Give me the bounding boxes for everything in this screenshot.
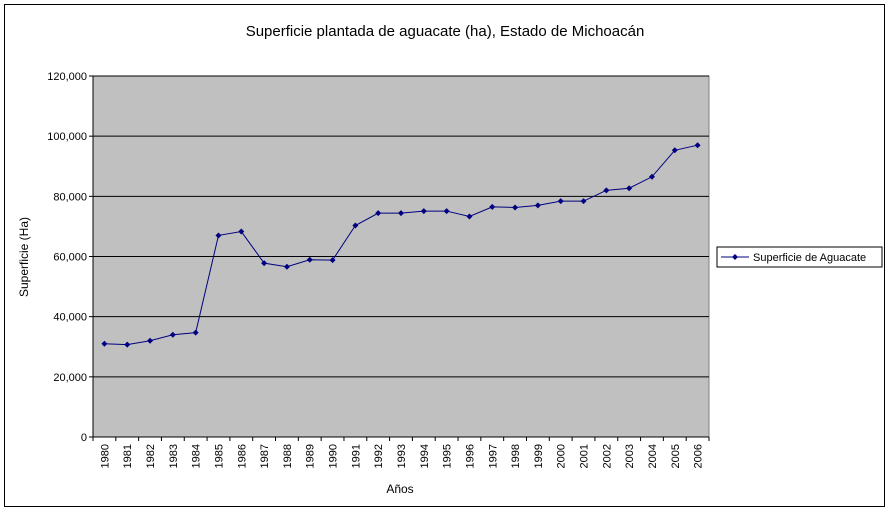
- x-tick-label: 2006: [693, 444, 705, 468]
- x-tick-label: 1994: [419, 444, 431, 468]
- y-tick-label: 120,000: [47, 71, 87, 83]
- x-tick-label: 1997: [487, 444, 499, 468]
- x-tick-label: 1985: [213, 444, 225, 468]
- legend-box: [716, 246, 883, 268]
- data-point: [329, 257, 336, 264]
- x-tick-label: 1998: [510, 444, 522, 468]
- x-tick-label: 1993: [396, 444, 408, 468]
- data-point: [192, 329, 199, 336]
- x-axis-label: Años: [386, 482, 413, 496]
- x-tick-label: 1989: [305, 444, 317, 468]
- data-point: [557, 198, 564, 205]
- data-point: [306, 256, 313, 263]
- data-point: [215, 232, 222, 239]
- x-tick-label: 1981: [122, 444, 134, 468]
- data-point: [261, 260, 268, 267]
- x-tick-label: 2001: [579, 444, 591, 468]
- chart-svg: Superficie plantada de aguacate (ha), Es…: [17, 23, 883, 496]
- data-point: [124, 341, 131, 348]
- legend-label: Superficie de Aguacate: [753, 252, 866, 264]
- x-tick-label: 1983: [168, 444, 180, 468]
- x-tick-label: 1995: [442, 444, 454, 468]
- x-axis-ticks: 1980 1981 1982 1983 1984 1985 1986 1987 1988 1989…: [92, 437, 710, 468]
- x-tick-label: 2003: [624, 444, 636, 468]
- data-point: [398, 210, 404, 217]
- data-point: [147, 337, 154, 344]
- x-tick-label: 1992: [373, 444, 385, 468]
- data-point: [512, 204, 519, 211]
- x-tick-label: 1996: [464, 444, 476, 468]
- x-tick-label: 2005: [670, 444, 682, 468]
- x-tick-label: 1984: [191, 444, 203, 468]
- legend: Superficie de Aguacate: [716, 246, 883, 268]
- x-tick-label: 2002: [601, 444, 613, 468]
- data-point: [443, 208, 450, 215]
- data-point: [169, 331, 176, 338]
- data-point: [420, 208, 427, 215]
- data-point: [466, 213, 473, 220]
- data-point: [101, 340, 108, 347]
- chart-frame: Superficie plantada de aguacate (ha), Es…: [4, 4, 885, 507]
- data-point: [603, 187, 610, 194]
- x-tick-label: 1982: [145, 444, 157, 468]
- y-tick-label: 60,000: [53, 252, 87, 264]
- chart-title: Superficie plantada de aguacate (ha), Es…: [246, 23, 645, 40]
- data-point: [352, 222, 359, 229]
- y-axis-label: Superficie (Ha): [17, 217, 31, 297]
- data-point: [580, 198, 587, 205]
- x-tick-label: 1999: [533, 444, 545, 468]
- legend-marker: [732, 254, 738, 260]
- data-point: [283, 263, 290, 270]
- y-tick-label: 100,000: [47, 131, 87, 143]
- data-point: [648, 173, 655, 180]
- y-tick-label: 0: [81, 432, 87, 444]
- data-point: [489, 203, 496, 210]
- x-tick-label: 1990: [328, 444, 340, 468]
- data-point: [534, 202, 541, 209]
- gridlines: [93, 75, 709, 378]
- x-tick-label: 2004: [647, 444, 659, 468]
- data-point: [375, 210, 382, 217]
- data-point: [238, 228, 245, 235]
- x-tick-label: 1980: [99, 444, 111, 468]
- x-tick-label: 1988: [282, 444, 294, 468]
- data-point: [694, 142, 701, 149]
- x-tick-label: 2000: [556, 444, 568, 468]
- data-point: [626, 185, 633, 192]
- y-axis-ticks: 0 20,000 40,000 60,000 80,000 100,000 120,000: [47, 71, 93, 444]
- y-tick-label: 20,000: [53, 372, 87, 384]
- x-tick-label: 1986: [236, 444, 248, 468]
- y-tick-label: 40,000: [53, 312, 87, 324]
- x-tick-label: 1991: [350, 444, 362, 468]
- series-group: [101, 142, 701, 348]
- y-tick-label: 80,000: [53, 191, 87, 203]
- x-tick-label: 1987: [259, 444, 271, 468]
- data-point: [671, 147, 678, 154]
